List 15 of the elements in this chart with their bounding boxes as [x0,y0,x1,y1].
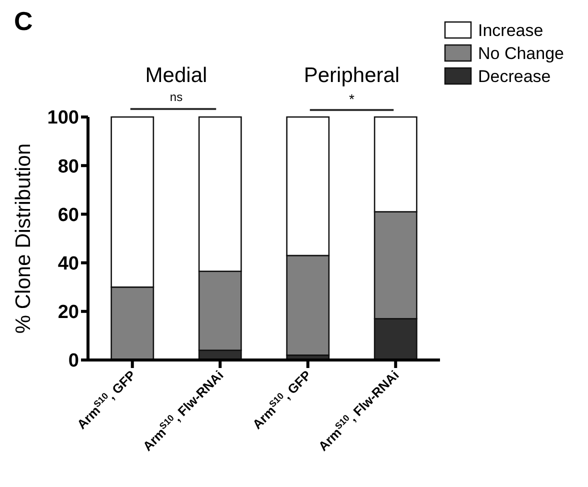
y-tick-label: 60 [58,204,79,226]
text: * [349,91,356,107]
y-tick-label: 20 [58,302,79,324]
y-tick-label: 0 [68,350,79,372]
legend-label: Decrease [478,66,551,86]
text: Peripheral [304,64,400,87]
y-tick-label: 40 [58,253,79,274]
y-tick-label: 100 [47,108,79,129]
text: C [14,6,33,36]
y-tick-label: 80 [58,156,79,178]
text: Medial [145,64,208,87]
legend-label: Increase [478,20,544,40]
y-axis-title: % Clone Distribution [12,143,35,334]
legend-label: No Change [478,44,564,63]
text: ns [170,90,183,104]
